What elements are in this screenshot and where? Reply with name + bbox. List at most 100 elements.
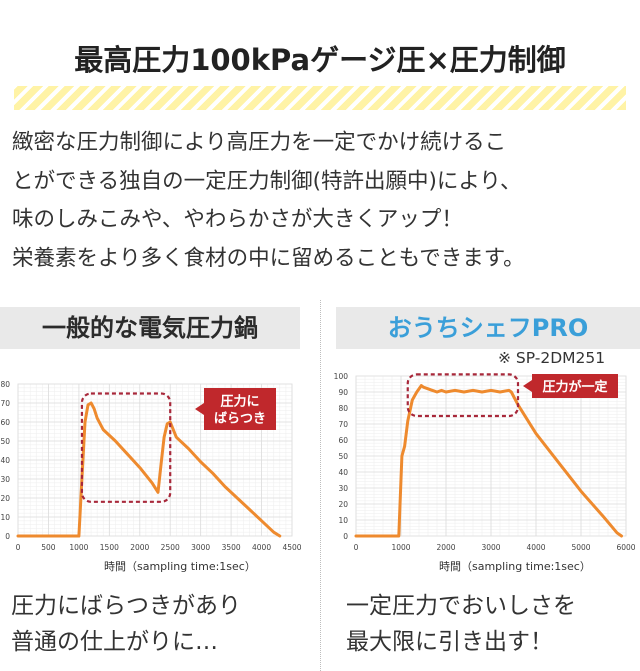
left-x-axis-label: 時間 [104, 560, 126, 573]
x-tick-label: 4500 [282, 543, 301, 552]
series-point [422, 386, 425, 388]
series-point [260, 520, 263, 522]
series-point [248, 508, 251, 511]
series-point [78, 535, 80, 537]
y-tick-label: 40 [338, 468, 348, 477]
series-point [224, 485, 226, 488]
x-tick-label: 2500 [161, 543, 180, 552]
series-point [175, 436, 178, 438]
x-tick-label: 2000 [436, 543, 455, 552]
x-tick-label: 5000 [571, 543, 590, 552]
series-point [481, 391, 483, 393]
callout-pointer [195, 403, 204, 415]
headline-text: 最高圧力100kPaゲージ圧×圧力制御 [74, 43, 566, 77]
series-point [440, 389, 443, 392]
intro-line: 味のしみこみや、やわらかさが大きくアップ！ [12, 207, 463, 232]
series-point [114, 440, 117, 442]
x-tick-label: 4000 [252, 543, 271, 552]
series-point [160, 463, 162, 465]
y-tick-label: 90 [338, 388, 348, 397]
right-x-axis-title: 時間（sampling time:1sec） [439, 558, 591, 574]
series-point [620, 535, 623, 537]
series-point [472, 389, 474, 392]
series-point [236, 497, 238, 499]
y-tick-label: 50 [338, 452, 348, 461]
series-point [355, 535, 357, 537]
callout-text: ばらつき [214, 412, 266, 427]
y-tick-label: 10 [0, 513, 10, 522]
series-point [436, 391, 438, 393]
left-x-axis-note: （sampling time:1sec） [126, 560, 256, 573]
left-pressure-chart: 0 500 1000 1500 2000 2500 3000 3500 4000 4500 0 10 2… [0, 380, 301, 552]
series-point [454, 389, 456, 392]
series-point [445, 391, 447, 393]
x-tick-label: 1500 [100, 543, 119, 552]
y-tick-label: 30 [0, 475, 10, 484]
series-point [272, 531, 275, 533]
series-point [431, 389, 434, 392]
series-point [102, 428, 105, 431]
series-point [406, 420, 409, 422]
series-point [157, 491, 159, 494]
callout-badge [204, 388, 276, 430]
series-point [427, 388, 429, 390]
x-tick-label: 500 [41, 543, 56, 552]
panel-divider [320, 300, 321, 671]
left-panel-title: 一般的な電気圧力鍋 [0, 307, 300, 349]
left-caption: 圧力にばらつきがあり 普通の仕上がりに… [11, 588, 241, 660]
series-point [616, 532, 618, 534]
callout-text: 圧力に [220, 394, 259, 410]
series-point [212, 472, 214, 475]
intro-text: 緻密な圧力制御により高圧力を一定でかけ続けるこ とができる独自の一定圧力制御(特… [12, 124, 632, 278]
x-tick-label: 1000 [69, 543, 88, 552]
x-tick-label: 3500 [222, 543, 241, 552]
series-point [279, 535, 281, 537]
series-point [90, 402, 92, 404]
x-tick-label: 2000 [130, 543, 149, 552]
series-point [403, 445, 406, 448]
intro-line: 栄養素をより多く食材の中に留めることもできます。 [12, 245, 525, 271]
series-point [580, 490, 582, 492]
series-point [169, 421, 172, 423]
y-tick-label: 0 [343, 532, 348, 541]
series-point [557, 461, 560, 464]
series-point [420, 384, 423, 387]
y-tick-label: 0 [5, 532, 10, 541]
series-point [535, 432, 537, 435]
right-x-axis-note: （sampling time:1sec） [461, 560, 591, 573]
series-point [199, 461, 202, 463]
model-note: ※ SP-2DM251 [498, 349, 606, 367]
y-tick-label: 70 [338, 420, 348, 429]
series-point [187, 447, 190, 450]
x-tick-label: 0 [16, 543, 21, 552]
y-tick-label: 20 [0, 494, 10, 503]
y-tick-label: 60 [338, 436, 348, 445]
x-tick-label: 6000 [616, 543, 635, 552]
intro-line: 緻密な圧力制御により高圧力を一定でかけ続けるこ [12, 130, 507, 155]
series-point [508, 389, 510, 392]
series-point [602, 516, 605, 518]
x-tick-label: 1000 [391, 543, 410, 552]
right-panel-title: おうちシェフPRO [336, 307, 640, 349]
series-point [93, 407, 95, 410]
left-caption-line: 圧力にばらつきがあり [11, 593, 241, 619]
series-point [415, 391, 418, 393]
left-caption-line: 普通の仕上がりに… [11, 629, 218, 655]
series-point [510, 391, 513, 393]
series-point [163, 436, 165, 438]
right-caption-line: 一定圧力でおいしさを [346, 593, 576, 619]
right-caption: 一定圧力でおいしさを 最大限に引き出す！ [346, 588, 576, 660]
y-tick-label: 60 [0, 418, 10, 427]
series-point [401, 455, 403, 457]
callout-text: 圧力が一定 [542, 379, 607, 395]
headline-highlight-band [14, 86, 626, 110]
x-tick-label: 4000 [526, 543, 545, 552]
y-tick-label: 70 [0, 399, 10, 408]
right-x-axis-label: 時間 [439, 560, 461, 573]
right-pressure-chart: 0 1000 2000 3000 4000 5000 6000 0 10 20 30 40 50 60 70… [334, 372, 636, 552]
highlight-dashed-box [406, 373, 520, 418]
series-point [490, 389, 492, 392]
series-point [499, 391, 501, 393]
series-point [87, 404, 89, 406]
y-tick-label: 30 [338, 484, 348, 493]
